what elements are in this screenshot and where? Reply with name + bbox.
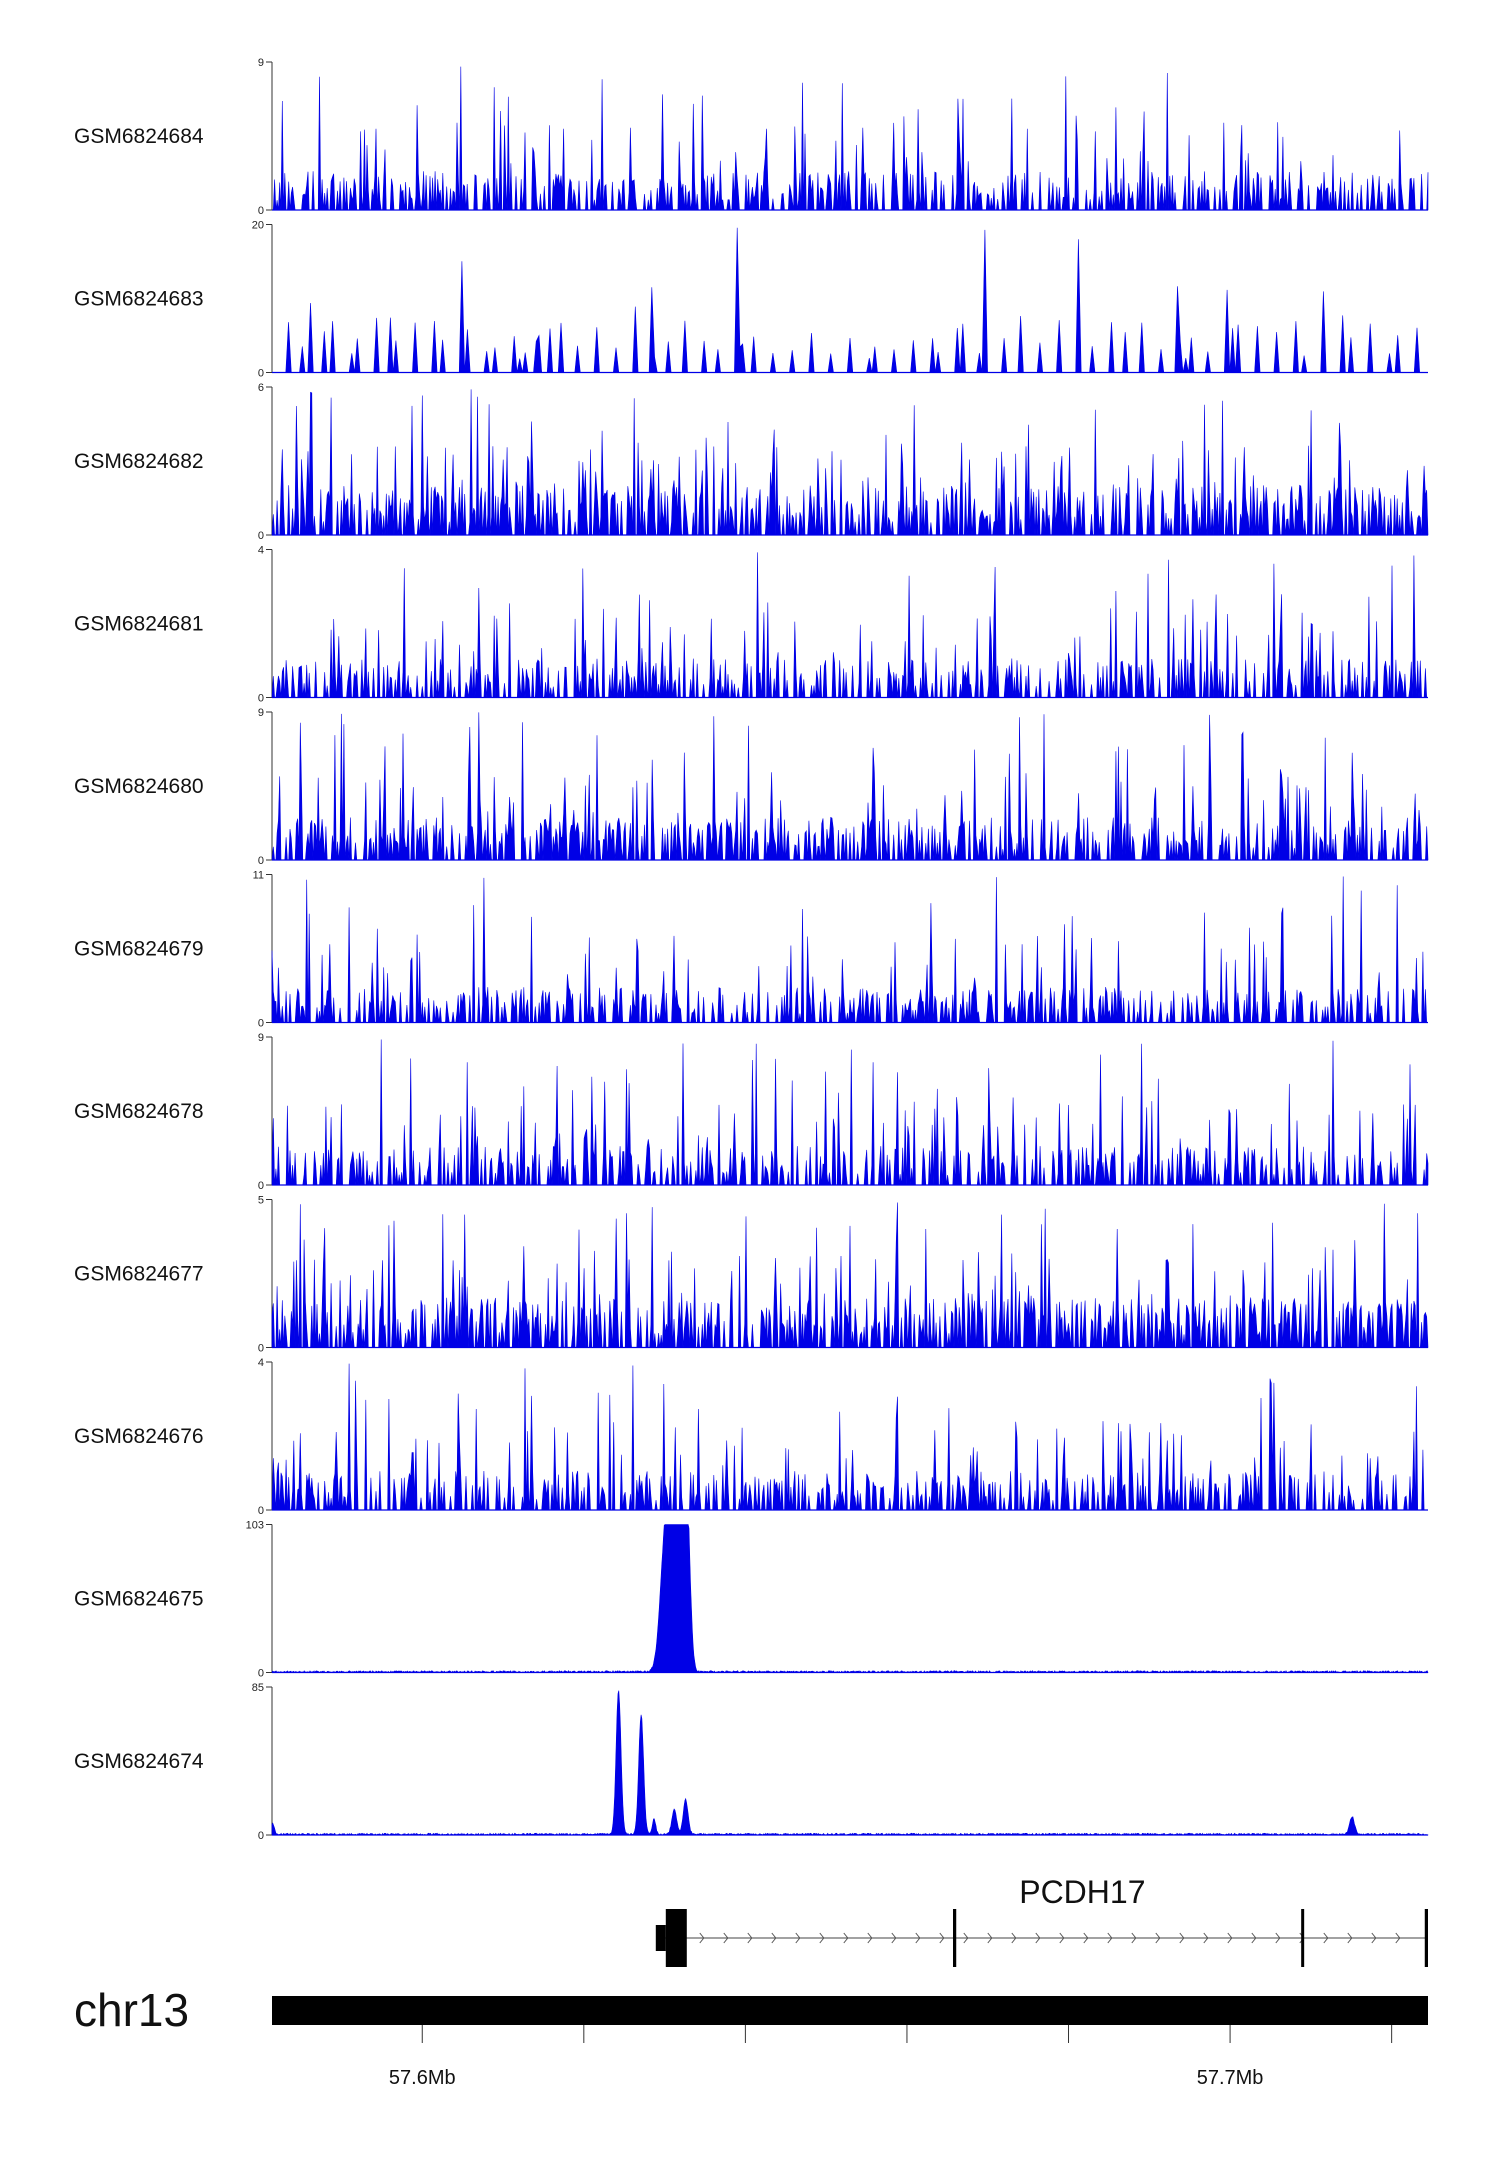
strand-arrow [747, 1932, 753, 1944]
strand-arrow [1275, 1932, 1281, 1944]
chromosome-label: chr13 [74, 1984, 189, 2036]
track-label: GSM6824681 [74, 613, 204, 636]
track-GSM6824680: GSM6824680 9 0 [74, 707, 1429, 867]
gene-utr [655, 1925, 666, 1951]
strand-arrow [699, 1932, 705, 1944]
signal-area [272, 66, 1429, 211]
signal-area [271, 1363, 1428, 1511]
y-tick-min-label: 0 [258, 530, 264, 542]
y-tick-max-label: 9 [258, 1032, 264, 1044]
x-tick-label: 57.7Mb [1197, 2067, 1264, 2089]
track-GSM6824683: GSM6824683 20 0 [74, 220, 1428, 380]
track-GSM6824678: GSM6824678 9 0 [74, 1032, 1429, 1192]
y-tick-min-label: 0 [258, 368, 264, 380]
y-tick-max-label: 4 [258, 1357, 264, 1369]
strand-arrow [1395, 1932, 1401, 1944]
strand-arrow [1323, 1932, 1329, 1944]
strand-arrow [723, 1932, 729, 1944]
gene-name-label: PCDH17 [1019, 1874, 1145, 1910]
y-tick-min-label: 0 [258, 693, 264, 705]
track-label: GSM6824679 [74, 938, 204, 961]
track-GSM6824684: GSM6824684 9 0 [74, 57, 1429, 217]
strand-arrow [1251, 1932, 1257, 1944]
track-label: GSM6824680 [74, 775, 204, 798]
strand-arrow [1371, 1932, 1377, 1944]
track-label: GSM6824675 [74, 1588, 204, 1611]
y-tick-min-label: 0 [258, 1830, 264, 1842]
track-GSM6824674: GSM6824674 85 0 [74, 1682, 1429, 1842]
y-tick-min-label: 0 [258, 1343, 264, 1355]
chromosome-axis: chr13 57.6Mb 57.7Mb [74, 1984, 1428, 2089]
strand-arrow [1155, 1932, 1161, 1944]
strand-arrow [843, 1932, 849, 1944]
track-label: GSM6824683 [74, 288, 204, 311]
track-GSM6824677: GSM6824677 5 0 [74, 1195, 1429, 1355]
y-tick-min-label: 0 [258, 1180, 264, 1192]
track-label: GSM6824682 [74, 450, 204, 473]
strand-arrow [891, 1932, 897, 1944]
y-tick-max-label: 9 [258, 707, 264, 719]
y-tick-max-label: 5 [258, 1195, 264, 1207]
strand-arrow [963, 1932, 969, 1944]
y-tick-max-label: 6 [258, 382, 264, 394]
signal-area [271, 1524, 1429, 1674]
track-GSM6824676: GSM6824676 4 0 [74, 1357, 1428, 1517]
y-tick-min-label: 0 [258, 1668, 264, 1680]
signal-area [271, 552, 1428, 698]
y-tick-max-label: 4 [258, 545, 264, 557]
y-tick-max-label: 9 [258, 57, 264, 69]
strand-arrow [1107, 1932, 1113, 1944]
track-label: GSM6824676 [74, 1425, 204, 1448]
strand-arrow [1011, 1932, 1017, 1944]
strand-arrow [915, 1932, 921, 1944]
x-tick-label: 57.6Mb [389, 2067, 456, 2089]
y-tick-min-label: 0 [258, 1505, 264, 1517]
chromosome-bar [272, 1996, 1428, 2025]
gene-exon [665, 1909, 687, 1967]
signal-area [271, 1039, 1429, 1186]
track-GSM6824679: GSM6824679 11 0 [74, 870, 1428, 1030]
strand-arrow [1227, 1932, 1233, 1944]
strand-arrow [1203, 1932, 1209, 1944]
y-tick-min-label: 0 [258, 205, 264, 217]
strand-arrow [1179, 1932, 1185, 1944]
strand-arrow [1035, 1932, 1041, 1944]
strand-arrow [795, 1932, 801, 1944]
track-GSM6824682: GSM6824682 6 0 [74, 382, 1429, 542]
strand-arrow [939, 1932, 945, 1944]
y-tick-max-label: 20 [252, 220, 264, 232]
strand-arrow [819, 1932, 825, 1944]
signal-area [271, 712, 1429, 861]
y-tick-min-label: 0 [258, 855, 264, 867]
strand-arrow [867, 1932, 873, 1944]
y-tick-max-label: 85 [252, 1682, 264, 1694]
strand-arrow [771, 1932, 777, 1944]
signal-area [272, 227, 1428, 373]
track-GSM6824681: GSM6824681 4 0 [74, 545, 1428, 705]
gene-exon [1424, 1909, 1428, 1967]
signal-tracks: GSM682468490GSM6824683200GSM682468260GSM… [74, 57, 1429, 1842]
track-label: GSM6824674 [74, 1750, 204, 1773]
track-label: GSM6824678 [74, 1100, 204, 1123]
y-tick-max-label: 103 [246, 1520, 264, 1532]
y-tick-min-label: 0 [258, 1018, 264, 1030]
track-label: GSM6824684 [74, 125, 204, 148]
strand-arrow [1059, 1932, 1065, 1944]
gene-exon [952, 1909, 957, 1967]
gene-exon [1301, 1909, 1305, 1967]
signal-area [271, 876, 1428, 1023]
track-GSM6824675: GSM6824675 103 0 [74, 1520, 1429, 1680]
signal-area [271, 1202, 1429, 1348]
y-tick-max-label: 11 [253, 870, 264, 882]
strand-arrow [1083, 1932, 1089, 1944]
strand-arrow [1131, 1932, 1137, 1944]
signal-area [271, 1690, 1429, 1836]
strand-arrow [1347, 1932, 1353, 1944]
gene-track: PCDH17 [655, 1874, 1428, 1967]
track-label: GSM6824677 [74, 1263, 204, 1286]
signal-area [271, 389, 1429, 536]
strand-arrow [987, 1932, 993, 1944]
